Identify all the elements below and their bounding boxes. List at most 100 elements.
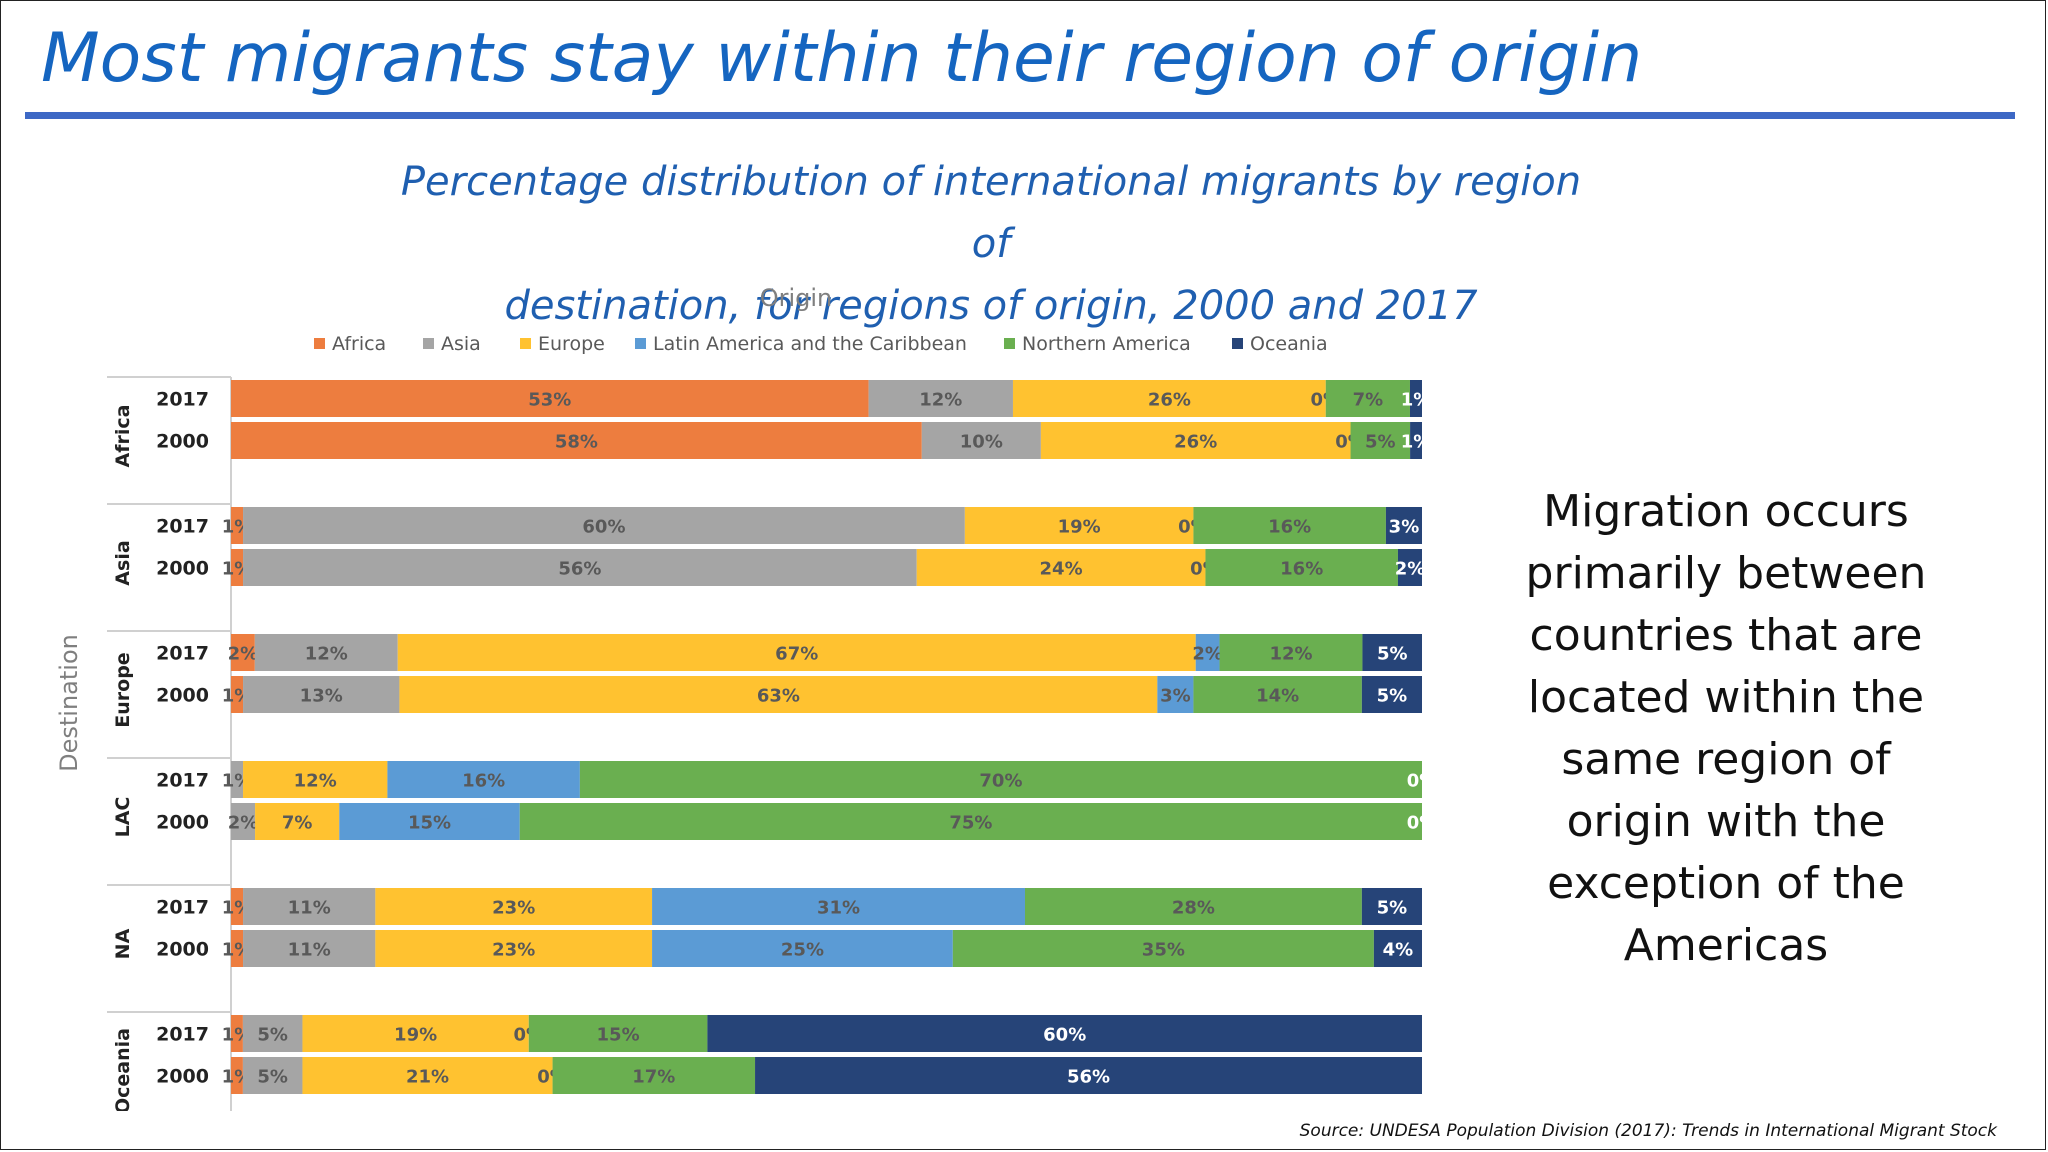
data-label-latin-america-and-the-caribbean: 15% xyxy=(408,813,451,834)
bar-segment-africa xyxy=(231,507,244,544)
bar-segment-oceania xyxy=(755,1057,1422,1094)
bar-segment-asia xyxy=(254,634,398,671)
bar-segment-latin-america-and-the-caribbean xyxy=(339,803,520,840)
y-axis-title: Destination xyxy=(55,634,83,772)
bar-segment-oceania xyxy=(1397,549,1422,586)
legend-title: Origin xyxy=(760,284,833,312)
data-label-latin-america-and-the-caribbean: 2% xyxy=(1192,644,1223,665)
bar-segment-europe xyxy=(302,1057,553,1094)
stacked-bar-chart: Origin Africa Asia Europe Latin America and … xyxy=(55,284,1438,1111)
bar-segment-northern-america xyxy=(519,803,1422,840)
data-label-oceania: 56% xyxy=(1067,1067,1110,1088)
data-label-asia: 11% xyxy=(288,940,331,961)
legend-label-northern-america: Northern America xyxy=(1022,333,1191,355)
group-label-na: NA xyxy=(112,928,134,959)
bar-segment-asia xyxy=(243,930,376,967)
side-note: Migration occurs primarily between count… xyxy=(1525,486,1927,971)
data-label-northern-america: 12% xyxy=(1269,644,1312,665)
row-year-label: 2017 xyxy=(156,389,209,411)
bar-segment-asia xyxy=(868,380,1013,417)
data-label-northern-america: 35% xyxy=(1142,940,1185,961)
row-year-label: 2017 xyxy=(156,516,209,538)
bar-segment-asia xyxy=(921,422,1041,459)
data-label-europe: 19% xyxy=(394,1025,437,1046)
row-year-label: 2000 xyxy=(156,685,209,707)
bar-segment-northern-america xyxy=(552,1057,756,1094)
bar-segment-northern-america xyxy=(952,930,1374,967)
data-label-asia: 12% xyxy=(305,644,348,665)
data-label-asia: 60% xyxy=(582,517,625,538)
bar-segment-asia xyxy=(243,676,400,713)
bar-segment-asia xyxy=(243,549,917,586)
bar-segment-africa xyxy=(231,888,244,925)
data-label-northern-america: 75% xyxy=(949,813,992,834)
bar-segment-oceania xyxy=(1409,380,1422,417)
data-label-asia: 10% xyxy=(960,432,1003,453)
bar-segment-europe xyxy=(399,676,1158,713)
data-label-asia: 12% xyxy=(919,390,962,411)
data-label-europe: 67% xyxy=(775,644,818,665)
data-label-latin-america-and-the-caribbean: 3% xyxy=(1160,686,1191,707)
bar-segment-asia xyxy=(242,1015,303,1052)
data-label-asia: 2% xyxy=(228,813,259,834)
data-label-latin-america-and-the-caribbean: 31% xyxy=(817,898,860,919)
bar-segment-oceania xyxy=(1385,507,1422,544)
data-label-northern-america: 5% xyxy=(1365,432,1396,453)
bar-segment-asia xyxy=(243,507,965,544)
bar-segment-asia xyxy=(243,888,376,925)
legend-swatch-europe xyxy=(520,338,531,349)
data-label-europe: 23% xyxy=(492,940,535,961)
bar-segment-europe xyxy=(1040,422,1351,459)
data-label-oceania: 60% xyxy=(1043,1025,1086,1046)
data-label-europe: 7% xyxy=(282,813,313,834)
legend-label-asia: Asia xyxy=(441,333,481,355)
bar-segment-africa xyxy=(231,634,255,671)
data-label-europe: 12% xyxy=(294,771,337,792)
source-note: Source: UNDESA Population Division (2017… xyxy=(1299,1121,1997,1141)
bar-segment-europe xyxy=(1012,380,1326,417)
bar-segment-northern-america xyxy=(579,761,1422,798)
data-label-asia: 5% xyxy=(257,1025,288,1046)
bar-segment-oceania xyxy=(1362,634,1422,671)
data-label-europe: 26% xyxy=(1174,432,1217,453)
bar-segment-asia xyxy=(231,803,256,840)
chart-subtitle: Percentage distribution of international… xyxy=(381,151,1601,337)
data-label-asia: 56% xyxy=(558,559,601,580)
data-label-asia: 11% xyxy=(288,898,331,919)
legend-label-europe: Europe xyxy=(538,333,605,355)
bar-segment-northern-america xyxy=(1219,634,1363,671)
bar-segment-asia xyxy=(231,761,244,798)
chart-subtitle-line-1: Percentage distribution of international… xyxy=(400,159,1582,267)
legend-label-oceania: Oceania xyxy=(1250,333,1328,355)
bar-segment-oceania xyxy=(1361,676,1422,713)
row-year-label: 2000 xyxy=(156,1066,209,1088)
legend-swatch-northern-america xyxy=(1004,338,1015,349)
data-label-oceania: 4% xyxy=(1383,940,1414,961)
data-label-africa: 53% xyxy=(528,390,571,411)
data-label-latin-america-and-the-caribbean: 16% xyxy=(462,771,505,792)
data-label-europe: 23% xyxy=(492,898,535,919)
row-year-label: 2017 xyxy=(156,897,209,919)
bar-segment-latin-america-and-the-caribbean xyxy=(1157,676,1194,713)
legend-swatch-latin-america-and-the-caribbean xyxy=(635,338,646,349)
data-label-northern-america: 15% xyxy=(597,1025,640,1046)
legend-swatch-asia xyxy=(423,338,434,349)
data-label-asia: 5% xyxy=(257,1067,288,1088)
title-divider xyxy=(25,112,2015,119)
bar-segment-northern-america xyxy=(1025,888,1362,925)
bar-segment-africa xyxy=(231,422,922,459)
data-label-europe: 26% xyxy=(1148,390,1191,411)
data-label-oceania: 1% xyxy=(1401,390,1432,411)
data-label-oceania: 0% xyxy=(1407,813,1438,834)
data-label-northern-america: 70% xyxy=(979,771,1022,792)
data-label-northern-america: 16% xyxy=(1280,559,1323,580)
bar-segment-oceania xyxy=(1410,422,1422,459)
row-year-label: 2017 xyxy=(156,643,209,665)
bar-segment-africa xyxy=(231,1015,243,1052)
bar-segment-northern-america xyxy=(1350,422,1411,459)
bar-segment-northern-america xyxy=(1193,507,1386,544)
bar-segment-latin-america-and-the-caribbean xyxy=(652,888,1025,925)
bar-segment-europe xyxy=(964,507,1194,544)
bar-segment-latin-america-and-the-caribbean xyxy=(652,930,953,967)
